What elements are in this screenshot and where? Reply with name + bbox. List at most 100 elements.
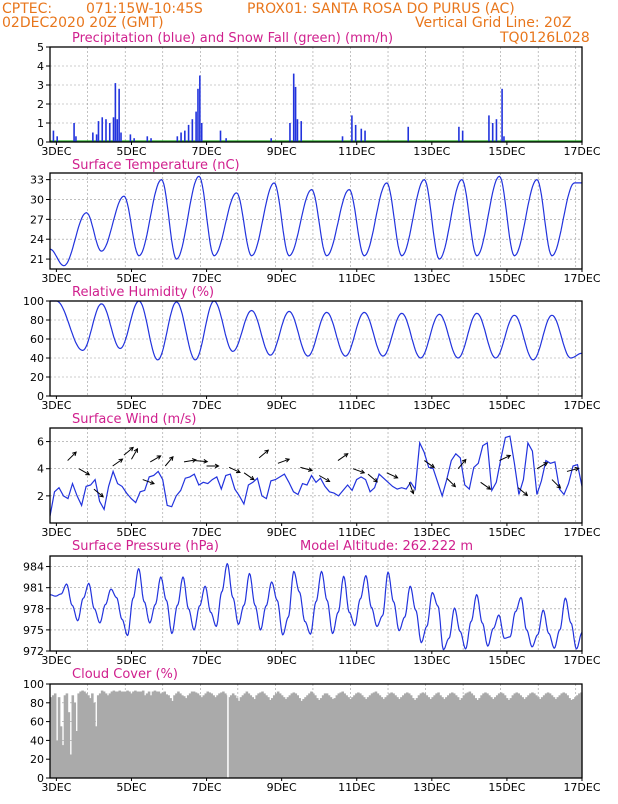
cloud-bar (200, 697, 204, 778)
cloud-bar (87, 695, 90, 778)
wind-arrow-head (249, 475, 255, 481)
cloud-bar (331, 699, 335, 778)
cloud-bar (114, 691, 118, 778)
cloud-bar (488, 695, 491, 778)
wind-arrow (123, 446, 134, 456)
wind-arrow-head (410, 489, 415, 495)
precip-bar (150, 138, 152, 142)
plot-frame (49, 683, 583, 779)
cloud-bar (415, 698, 419, 778)
cloud-bar (108, 693, 112, 778)
cloud-bar (366, 697, 370, 778)
cloud-bar (501, 693, 505, 778)
wind-arrow-head (343, 453, 349, 458)
wind-arrow-shaft (337, 453, 349, 461)
x-tick-label: 15DEC (488, 526, 525, 539)
cloud-bar (290, 693, 294, 778)
cloud-bar (445, 697, 448, 778)
x-tick-label: 3DEC (41, 145, 71, 158)
x-tick-label: 17DEC (563, 654, 600, 667)
precip-title: Precipitation (blue) and Snow Fall (gree… (72, 31, 393, 46)
cloud-bar (497, 693, 501, 778)
precip-bar (292, 73, 295, 142)
precip-bar (458, 126, 460, 142)
wind-arrow (337, 453, 349, 461)
cloud-bar (77, 693, 80, 778)
x-tick-label: 9DEC (267, 145, 297, 158)
x-tick-label: 11DEC (338, 781, 375, 794)
cloud-bar (175, 693, 178, 778)
cloud-bar (472, 695, 476, 778)
cloud-bar (533, 693, 536, 778)
precip-bar (501, 88, 503, 142)
cloud-bar (386, 695, 389, 778)
cloud-bar (341, 691, 344, 778)
y-tick-label: 20 (30, 371, 44, 384)
cloud-bar (53, 693, 57, 778)
cloud-bar (484, 692, 487, 778)
cloud-bar (257, 693, 260, 778)
precip-bar (503, 136, 505, 142)
cloud-bar (372, 692, 376, 778)
cloud-bar (566, 695, 569, 778)
cloud-bar (231, 693, 235, 778)
x-tick-label: 9DEC (267, 526, 297, 539)
cloud-bar (317, 699, 321, 778)
cloud-bar (531, 692, 534, 778)
cloud-bar (292, 692, 296, 778)
cloud-bar (419, 693, 423, 778)
cloud-bar (229, 695, 233, 778)
cloud-bar (272, 695, 276, 778)
panel-1: 21 24 27 30 33 3DEC 5DEC 7DEC 9DEC 11DEC 13DEC 15DE… (30, 172, 601, 285)
precip-bar (56, 136, 58, 142)
wind-arrow (277, 458, 291, 464)
cloud-bar (325, 693, 329, 778)
wind-arrow (183, 458, 197, 463)
cloud-bar (519, 695, 522, 778)
precip-bar (354, 124, 357, 142)
cloud-bar (423, 693, 427, 778)
cloud-bar (184, 698, 188, 778)
wind-arrow-head (72, 451, 77, 457)
cloud-bar (65, 693, 69, 778)
wind-arrow (112, 458, 124, 467)
cloud-bar (405, 692, 409, 778)
precip-bar (146, 136, 149, 142)
wind-arrow-head (430, 463, 435, 469)
cloud-bar (169, 698, 172, 778)
cloud-bar (321, 695, 325, 778)
cloud-bar (407, 693, 411, 778)
cloud-bar (134, 690, 137, 778)
header-code: TQ0126L028 (499, 30, 590, 46)
x-tick-label: 17DEC (563, 526, 600, 539)
wind-arrow (195, 458, 209, 464)
wind-arrow-head (133, 447, 138, 453)
wind-arrow-head (85, 471, 91, 476)
cloud-bar (333, 698, 337, 778)
cloud-bar (525, 697, 528, 778)
cloud-bar (106, 695, 110, 778)
cloud-bar (167, 695, 170, 778)
precip-bar (184, 130, 186, 142)
cloud-bar (130, 693, 133, 778)
cloud-bar (345, 695, 348, 778)
precip-bar (75, 136, 77, 142)
wind-arrow (93, 488, 104, 498)
x-tick-label: 5DEC (116, 399, 146, 412)
wind-arrow-shaft (149, 455, 161, 463)
cloud-bar (280, 695, 284, 778)
wind-arrow-head (169, 456, 174, 461)
cloud-bar (104, 693, 108, 778)
cloud-bar (454, 695, 458, 778)
cloud-bar (517, 693, 521, 778)
cloud-bar (552, 697, 556, 778)
cloud-bar (499, 692, 503, 778)
wind-arrow (424, 460, 435, 469)
cloud-bar (316, 698, 319, 778)
cloud-bar (349, 699, 352, 778)
cloud-bar (470, 693, 474, 778)
header-grid-note: Vertical Grid Line: 20Z (415, 15, 571, 31)
cloud-bar (247, 693, 251, 778)
x-tick-label: 9DEC (267, 654, 297, 667)
cloud-bar (527, 695, 530, 778)
